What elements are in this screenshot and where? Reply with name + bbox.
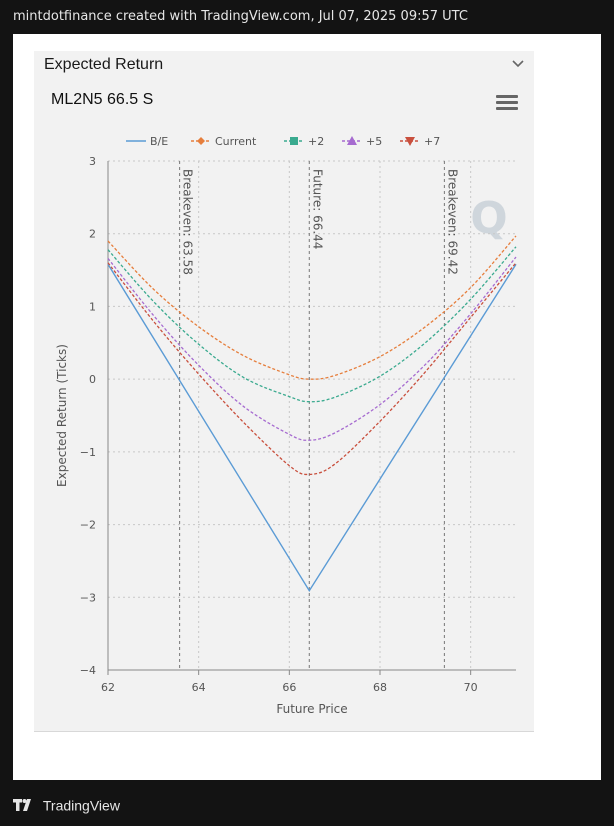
series-line-B/E bbox=[107, 263, 517, 593]
expected-return-panel: Expected Return ML2N5 66.5 S Q 3 2 1 0 −1 −2 −3… bbox=[34, 51, 534, 732]
expected-return-chart: Q 3 2 1 0 −1 −2 −3 −4 62 64 66 68 70 Breakeven: 63.58 F… bbox=[55, 135, 517, 716]
series-line-+5 bbox=[107, 256, 517, 441]
legend-label: +5 bbox=[366, 135, 382, 148]
y-axis-title: Expected Return (Ticks) bbox=[55, 344, 69, 487]
x-tick-label: 66 bbox=[282, 681, 296, 694]
footer-brand-label: TradingView bbox=[42, 797, 120, 814]
series-line-+7 bbox=[107, 262, 517, 476]
series-line-+2 bbox=[107, 246, 517, 403]
footer-brand: TradingView bbox=[13, 793, 120, 815]
y-tick-label: −4 bbox=[80, 664, 96, 677]
legend-label: +2 bbox=[308, 135, 324, 148]
legend-label: Current bbox=[215, 135, 257, 148]
y-tick-label: 1 bbox=[89, 300, 96, 313]
x-tick-label: 68 bbox=[373, 681, 387, 694]
chart-caption: mintdotfinance created with TradingView.… bbox=[13, 9, 468, 24]
y-tick-label: 2 bbox=[89, 228, 96, 241]
chart-title: ML2N5 66.5 S bbox=[51, 91, 154, 108]
legend-label: B/E bbox=[150, 135, 168, 148]
reference-line-label: Future: 66.44 bbox=[310, 169, 324, 249]
legend-marker bbox=[347, 136, 357, 145]
legend-label: +7 bbox=[424, 135, 440, 148]
chevron-down-icon[interactable] bbox=[510, 55, 526, 71]
reference-line-label: Breakeven: 63.58 bbox=[181, 169, 195, 275]
legend-marker bbox=[290, 137, 298, 145]
x-tick-label: 62 bbox=[101, 681, 115, 694]
legend-item-+7[interactable]: +7 bbox=[400, 135, 440, 148]
x-tick-label: 70 bbox=[464, 681, 478, 694]
watermark-logo: Q bbox=[470, 193, 507, 244]
x-tick-label: 64 bbox=[192, 681, 206, 694]
hamburger-menu-icon[interactable] bbox=[496, 95, 518, 111]
panel-title: Expected Return bbox=[44, 56, 164, 73]
legend-item-+5[interactable]: +5 bbox=[342, 135, 382, 148]
snapshot-card: Expected Return ML2N5 66.5 S Q 3 2 1 0 −1 −2 −3… bbox=[13, 34, 601, 780]
legend-item-Current[interactable]: Current bbox=[191, 135, 257, 148]
y-tick-label: −2 bbox=[80, 519, 96, 532]
legend-marker bbox=[197, 137, 205, 145]
legend-marker bbox=[405, 137, 415, 146]
x-axis-title: Future Price bbox=[276, 702, 347, 716]
y-tick-label: 0 bbox=[89, 373, 96, 386]
y-tick-label: −1 bbox=[80, 446, 96, 459]
y-tick-label: −3 bbox=[80, 591, 96, 604]
reference-line-label: Breakeven: 69.42 bbox=[445, 169, 459, 275]
tradingview-logo-icon bbox=[13, 799, 31, 812]
legend-item-B/E[interactable]: B/E bbox=[126, 135, 168, 148]
y-tick-label: 3 bbox=[89, 155, 96, 168]
legend-item-+2[interactable]: +2 bbox=[284, 135, 324, 148]
